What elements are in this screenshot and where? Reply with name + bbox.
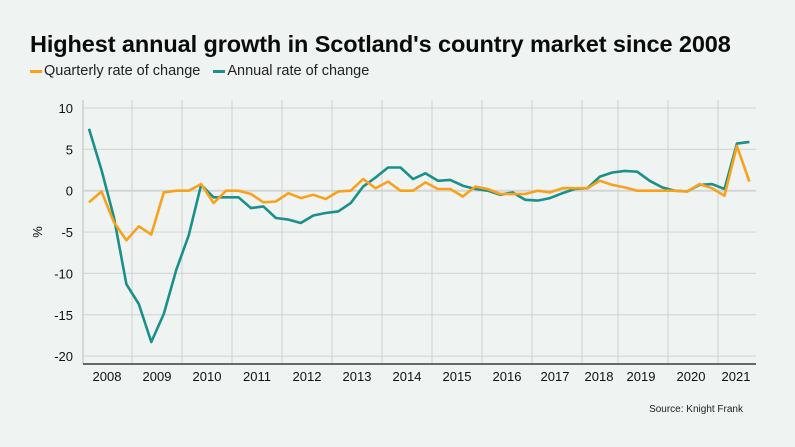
y-axis-label: % [30, 226, 45, 238]
legend: Quarterly rate of change Annual rate of … [30, 63, 382, 79]
series-line-quarterly [88, 144, 751, 242]
source-note: Source: Knight Frank [649, 404, 743, 415]
legend-swatch-annual [213, 69, 226, 73]
x-tick-label: 2015 [443, 369, 472, 384]
y-tick-label: 5 [66, 142, 73, 157]
legend-label-annual: Annual rate of change [227, 63, 370, 79]
vertical-gridlines [131, 100, 719, 364]
y-tick-label: -20 [54, 349, 73, 364]
x-tick-label: 2010 [193, 369, 222, 384]
legend-swatch-quarterly [30, 69, 42, 73]
x-tick-label: 2020 [677, 369, 706, 384]
horizontal-gridlines [83, 107, 756, 357]
y-tick-labels: 10 5 0 -5 -10 -15 -20 [54, 101, 73, 364]
x-tick-label: 2021 [722, 369, 751, 384]
y-tick-label: -15 [54, 308, 73, 323]
x-tick-label: 2017 [541, 369, 570, 384]
x-tick-label: 2016 [493, 369, 522, 384]
x-tick-label: 2009 [143, 369, 172, 384]
legend-item-annual: Annual rate of change [213, 63, 369, 79]
y-tick-label: 0 [66, 184, 73, 199]
legend-item-quarterly: Quarterly rate of change [30, 63, 200, 79]
x-tick-label: 2018 [585, 369, 614, 384]
y-tick-label: 10 [59, 101, 73, 116]
chart-title: Highest annual growth in Scotland's coun… [30, 31, 731, 57]
x-tick-label: 2014 [393, 369, 422, 384]
x-tick-label: 2013 [343, 369, 372, 384]
y-tick-label: -10 [54, 266, 73, 281]
series-lines [87, 128, 751, 344]
y-tick-label: -5 [61, 225, 73, 240]
x-tick-label: 2012 [293, 369, 322, 384]
legend-label-quarterly: Quarterly rate of change [44, 63, 201, 79]
x-tick-label: 2019 [627, 369, 656, 384]
series-line-annual [87, 128, 750, 344]
x-tick-labels: 2008 2009 2010 2011 2012 2013 2014 2015 2016 2017… [93, 369, 751, 384]
x-tick-label: 2008 [93, 369, 122, 384]
x-tick-label: 2011 [243, 369, 271, 384]
